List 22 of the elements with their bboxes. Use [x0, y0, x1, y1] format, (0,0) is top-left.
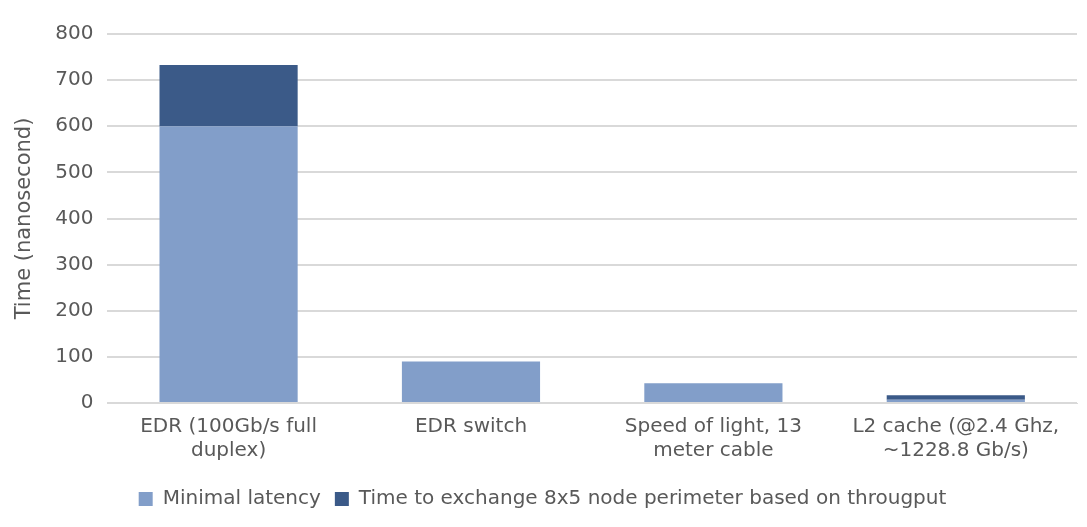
bar: [886, 395, 1025, 400]
x-tick-label: EDR (100Gb/s full duplex): [140, 413, 317, 462]
x-tick-label: L2 cache (@2.4 Ghz, ~1228.8 Gb/s): [852, 413, 1060, 462]
legend-label: Time to exchange 8x5 node perimeter based on througput: [357, 485, 947, 510]
y-tick-label: 100: [55, 343, 94, 368]
y-axis-title: Time (nanosecond): [11, 117, 36, 321]
bar: [401, 361, 541, 402]
bar: [159, 126, 298, 402]
bar: [159, 64, 298, 127]
bar: [644, 383, 783, 402]
y-tick-label: 400: [55, 204, 94, 229]
y-tick-label: 300: [55, 250, 94, 275]
legend-label: Minimal latency: [162, 485, 322, 510]
y-tick-label: 600: [55, 112, 94, 137]
x-tick-label: Speed of light, 13 meter cable: [624, 413, 802, 462]
y-tick-label: 0: [80, 389, 94, 414]
y-tick-label: 800: [55, 20, 94, 45]
y-tick-label: 700: [55, 66, 94, 91]
y-tick-label: 200: [55, 296, 94, 321]
y-tick-label: 500: [55, 158, 94, 183]
bar: [886, 399, 1025, 402]
x-tick-label: EDR switch: [414, 413, 528, 438]
